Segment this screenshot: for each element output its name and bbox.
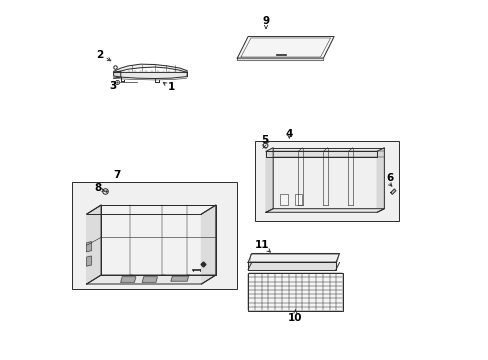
Bar	[247, 273, 343, 311]
Polygon shape	[113, 71, 121, 78]
Text: 9: 9	[262, 16, 269, 26]
Polygon shape	[142, 277, 157, 282]
Text: 11: 11	[254, 240, 268, 250]
Polygon shape	[113, 64, 187, 72]
Polygon shape	[86, 256, 91, 266]
Polygon shape	[265, 151, 376, 157]
Text: 1: 1	[167, 82, 174, 93]
Polygon shape	[237, 37, 333, 58]
Polygon shape	[101, 205, 215, 275]
Bar	[255, 140, 398, 221]
Polygon shape	[171, 276, 188, 281]
Polygon shape	[265, 148, 273, 212]
Text: 5: 5	[261, 135, 268, 145]
Polygon shape	[86, 205, 101, 284]
Text: 8: 8	[94, 183, 102, 193]
Polygon shape	[390, 189, 395, 194]
Text: 2: 2	[96, 50, 103, 60]
Bar	[294, 194, 301, 205]
Polygon shape	[86, 242, 91, 252]
Bar	[280, 194, 287, 205]
Polygon shape	[113, 72, 187, 78]
Polygon shape	[247, 253, 339, 262]
Polygon shape	[265, 209, 384, 212]
Polygon shape	[86, 275, 215, 284]
Polygon shape	[121, 277, 136, 282]
Bar	[72, 182, 237, 289]
Polygon shape	[237, 58, 323, 60]
Text: 3: 3	[109, 81, 116, 91]
Text: 6: 6	[386, 173, 392, 183]
Polygon shape	[247, 262, 335, 270]
Text: 10: 10	[287, 313, 302, 323]
Polygon shape	[201, 205, 215, 284]
Text: 4: 4	[285, 129, 292, 139]
Polygon shape	[376, 148, 384, 212]
Text: 7: 7	[113, 170, 121, 180]
